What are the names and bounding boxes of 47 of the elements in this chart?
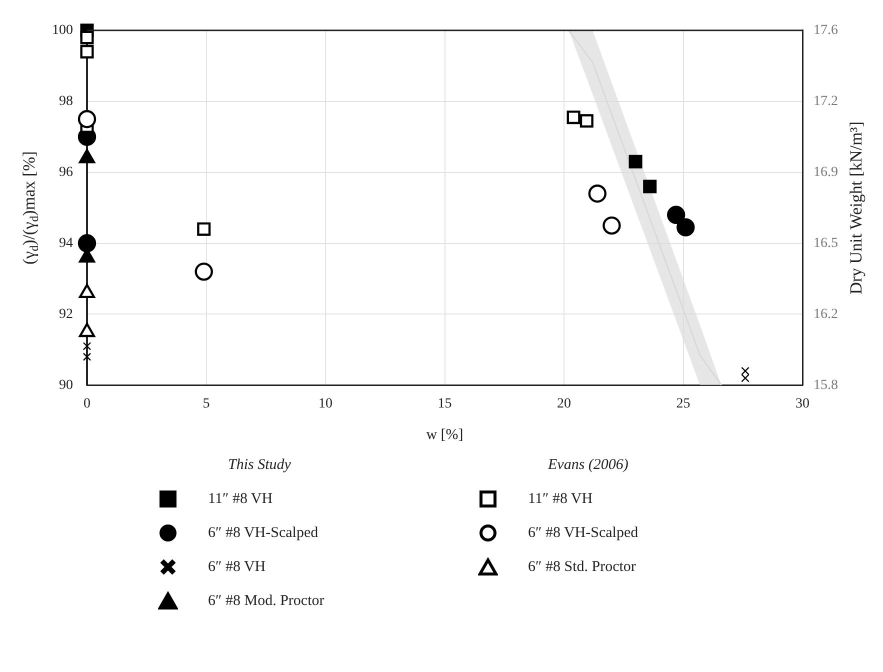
legend-label: 6″ #8 VH-Scalped xyxy=(208,524,318,542)
text: This Study xyxy=(227,456,292,474)
legend-label: 11″ #8 VH xyxy=(528,490,593,508)
y2-tick-label: 15.8 xyxy=(814,378,838,393)
point xyxy=(602,216,621,235)
point xyxy=(588,184,606,203)
legend-label: 6″ #8 Std. Proctor xyxy=(528,558,636,576)
point xyxy=(197,222,211,236)
x-tick-label: 5 xyxy=(202,396,210,412)
point xyxy=(628,154,642,168)
point xyxy=(566,110,580,124)
point xyxy=(643,180,657,194)
y-tick-label: 100 xyxy=(52,23,73,38)
point xyxy=(676,218,695,236)
x-tick-label: 15 xyxy=(438,396,452,412)
y2-tick-label: 16.5 xyxy=(814,236,838,251)
point xyxy=(78,110,96,128)
y2-tick-label: 16.9 xyxy=(814,164,838,180)
point xyxy=(82,342,92,350)
x-axis-title: w [%] xyxy=(426,426,464,443)
point xyxy=(194,262,213,281)
text: Evans (2006) xyxy=(546,456,630,474)
legend-label: 11″ #8 VH xyxy=(208,490,273,508)
y-tick-label: 90 xyxy=(59,378,73,393)
point xyxy=(80,44,94,58)
x-tick-label: 30 xyxy=(796,396,810,412)
x-tick-label: 10 xyxy=(318,396,332,412)
point xyxy=(82,352,92,361)
x-tick-label: 20 xyxy=(557,396,571,412)
point xyxy=(78,234,96,252)
y-tick-label: 96 xyxy=(59,164,73,180)
y2-tick-label: 16.2 xyxy=(814,306,838,322)
legend-label: 6″ #8 Mod. Proctor xyxy=(208,592,324,610)
x-tick-label: 0 xyxy=(84,396,90,412)
y2-tick-label: 17.2 xyxy=(814,94,838,110)
y-tick-label: 98 xyxy=(59,94,73,110)
legend-label: 6″ #8 VH-Scalped xyxy=(528,524,638,542)
point xyxy=(666,206,686,224)
y-tick-label: 92 xyxy=(59,306,73,322)
y-tick-label: 94 xyxy=(59,236,73,251)
y-axis-title: (γd)/(γd)max [%] xyxy=(19,151,42,264)
point xyxy=(580,114,594,128)
legend-label: 6″ #8 VH xyxy=(208,558,266,576)
x-tick-label: 25 xyxy=(676,396,690,412)
point xyxy=(80,30,94,44)
y2-axis-title: Dry Unit Weight [kN/m³] xyxy=(846,121,866,294)
y2-tick-label: 17.6 xyxy=(814,23,838,38)
